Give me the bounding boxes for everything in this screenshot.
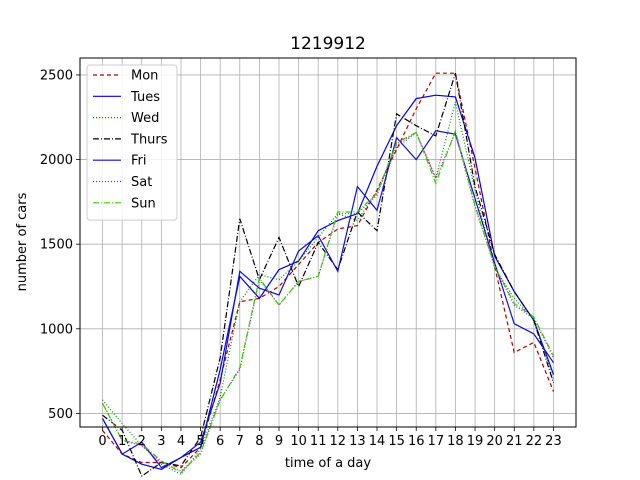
y-tick-label-1: 1000 [40,322,73,337]
x-tick-label-14: 14 [369,434,386,449]
x-tick-label-0: 0 [98,434,106,449]
series-line-wed [102,101,555,476]
x-tick-label-13: 13 [349,434,366,449]
x-tick-label-16: 16 [408,434,425,449]
y-tick-label-0: 500 [48,407,73,422]
legend-label-sun: Sun [131,196,156,211]
x-tick-label-11: 11 [310,434,327,449]
x-tick-label-4: 4 [177,434,185,449]
x-tick-label-18: 18 [447,434,464,449]
y-tick-label-3: 2000 [40,153,73,168]
x-tick-label-21: 21 [506,434,523,449]
series-line-sat [101,130,555,472]
legend-label-tues: Tues [130,90,160,105]
y-axis: 500 1000 1500 2000 2500 [40,68,80,422]
x-tick-label-3: 3 [157,434,165,449]
series-line-sun [101,128,555,474]
x-tick-label-8: 8 [255,434,263,449]
x-tick-label-10: 10 [290,434,307,449]
x-tick-label-6: 6 [216,434,224,449]
x-tick-label-19: 19 [467,434,484,449]
x-tick-label-20: 20 [486,434,503,449]
x-tick-label-17: 17 [428,434,445,449]
x-tick-label-23: 23 [545,434,562,449]
plot-frame [79,57,577,428]
series-line-thurs [102,73,555,478]
legend-box [86,64,178,221]
x-tick-label-7: 7 [236,434,244,449]
x-tick-label-5: 5 [196,434,204,449]
x-tick-label-2: 2 [138,434,146,449]
x-tick-label-15: 15 [388,434,405,449]
x-tick-label-12: 12 [330,434,347,449]
chart-title: 1219912 [290,34,366,54]
x-axis-label: time of a day [285,456,371,471]
legend: Mon Tues Wed Thurs Fri Sat Sun [86,64,178,221]
legend-label-thurs: Thurs [130,132,168,147]
legend-label-wed: Wed [131,111,159,126]
x-axis: 0 1 2 3 4 5 6 7 8 9 10 11 12 13 14 15 16 17 18 19 20 21 22 23 [98,427,562,449]
x-tick-label-9: 9 [275,434,283,449]
y-tick-label-2: 1500 [40,238,73,253]
series-lines [101,72,555,478]
legend-label-fri: Fri [131,154,147,169]
y-axis-label: number of cars [15,192,30,291]
legend-label-mon: Mon [131,69,158,84]
x-tick-label-22: 22 [526,434,543,449]
y-tick-label-4: 2500 [40,68,73,83]
legend-label-sat: Sat [131,175,152,190]
x-tick-label-1: 1 [118,434,126,449]
series-line-fri [101,130,554,469]
